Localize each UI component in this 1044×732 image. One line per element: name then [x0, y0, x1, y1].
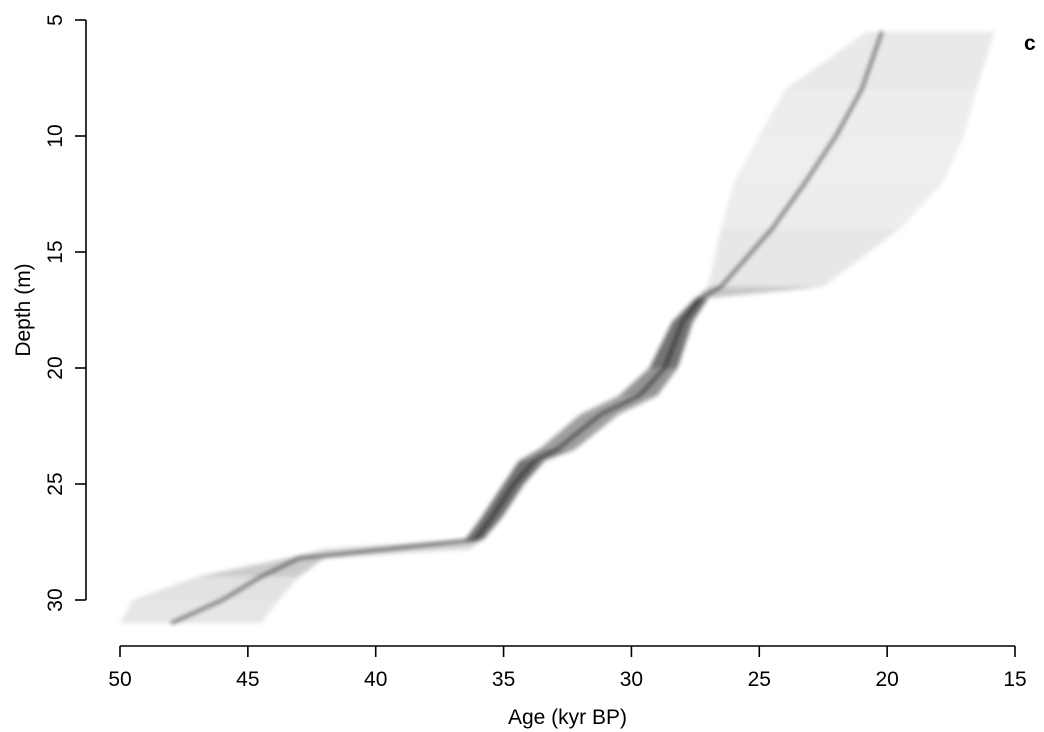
- x-tick-label: 35: [492, 668, 515, 691]
- x-axis-title: Age (kyr BP): [508, 706, 627, 729]
- envelope-segment: [720, 182, 944, 229]
- x-tick-label: 45: [236, 668, 259, 691]
- envelope-segment: [784, 31, 995, 90]
- y-axis-title: Depth (m): [12, 263, 35, 356]
- envelope-segment: [649, 321, 693, 368]
- envelope-segment: [132, 576, 299, 600]
- y-tick-label: 20: [44, 356, 67, 379]
- envelope-segment: [618, 368, 678, 396]
- x-tick-label: 30: [620, 668, 643, 691]
- y-tick-label: 10: [44, 124, 67, 147]
- x-tick-label: 25: [748, 668, 771, 691]
- y-tick-label: 15: [44, 240, 67, 263]
- envelope-segment: [759, 89, 977, 136]
- median-age-line: [170, 31, 884, 625]
- x-tick-label: 20: [875, 668, 898, 691]
- y-axis: 5 10 15 20 25 30: [44, 14, 87, 612]
- y-tick-label: 25: [44, 472, 67, 495]
- age-depth-envelope: [120, 31, 995, 624]
- envelope-segment: [733, 136, 964, 183]
- x-tick-label: 40: [364, 668, 387, 691]
- envelope-segment: [695, 286, 824, 299]
- x-tick-label: 50: [108, 668, 131, 691]
- x-axis: 50 45 40 35 30 25 20 15: [108, 645, 1027, 691]
- y-tick-label: 30: [44, 588, 67, 611]
- plot-area: [120, 31, 995, 625]
- envelope-segment: [708, 228, 900, 287]
- panel-label: c: [1024, 32, 1036, 55]
- x-tick-label: 15: [1003, 668, 1026, 691]
- envelope-segment: [196, 558, 325, 577]
- y-tick-label: 5: [44, 14, 67, 26]
